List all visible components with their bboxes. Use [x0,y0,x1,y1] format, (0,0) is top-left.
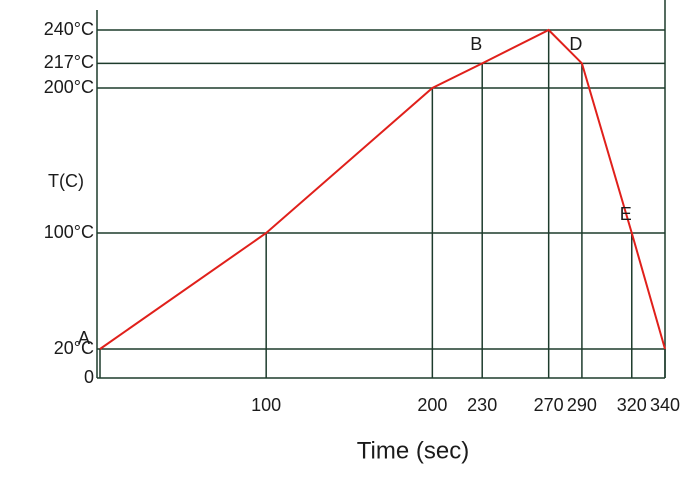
x-axis-title: Time (sec) [357,437,469,464]
y-tick-label: 100°C [44,222,94,242]
y-axis-title: T(C) [48,171,84,191]
point-label: A [78,328,90,348]
y-tick-label: 20°C [54,338,94,358]
x-tick-label: 270 [534,395,564,415]
y-tick-label: 240°C [44,19,94,39]
point-label: D [569,34,582,54]
profile-line [99,28,666,350]
x-tick-label: 320 [617,395,647,415]
point-label: E [620,204,632,224]
y-tick-label: 200°C [44,77,94,97]
y-tick-label: 0 [84,367,94,387]
x-tick-label: 200 [417,395,447,415]
x-tick-label: 230 [467,395,497,415]
y-tick-label: 217°C [44,52,94,72]
x-tick-label: 290 [567,395,597,415]
x-tick-label: 340 [650,395,680,415]
point-label: B [470,34,482,54]
x-tick-label: 100 [251,395,281,415]
